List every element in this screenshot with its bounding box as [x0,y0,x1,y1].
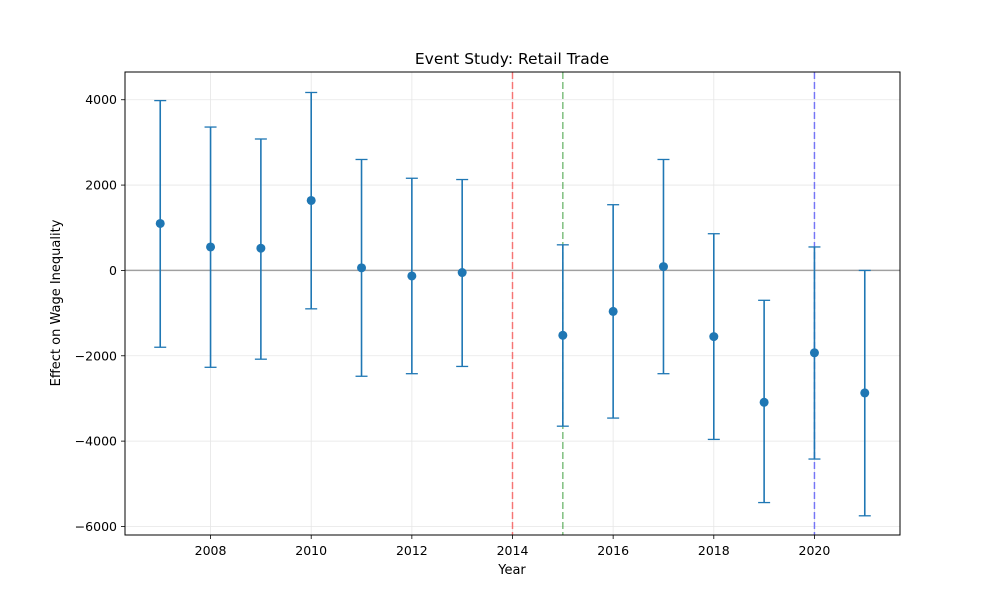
y-tick-label: −2000 [75,348,117,363]
data-point [809,348,819,358]
ticks-layer: 2008 2010 2012 2014 2016 2018 2020 −6000 −4000 −2… [75,92,831,558]
x-tick-label: 2010 [295,543,327,558]
y-tick-label: −4000 [75,434,117,449]
x-tick-label: 2020 [799,543,831,558]
data-point [206,242,216,252]
data-point [608,306,618,316]
chart-title: Event Study: Retail Trade [415,50,609,68]
data-point [658,262,668,272]
data-point [457,268,467,278]
y-axis-label: Effect on Wage Inequality [49,219,64,386]
x-axis-label: Year [497,563,526,578]
y-tick-label: 4000 [85,92,117,107]
data-point [709,332,719,342]
x-tick-label: 2018 [698,543,730,558]
data-point [759,397,769,407]
x-tick-label: 2014 [497,543,529,558]
y-tick-label: 0 [109,263,117,278]
data-point [357,263,367,273]
x-tick-label: 2008 [195,543,227,558]
y-tick-label: −6000 [75,519,117,534]
data-layer [154,91,871,517]
data-point [407,271,417,281]
data-point [558,330,568,340]
y-tick-label: 2000 [85,178,117,193]
data-point [155,218,165,228]
x-tick-label: 2012 [396,543,428,558]
x-tick-label: 2016 [597,543,629,558]
data-point [306,195,316,205]
data-point [256,243,266,253]
data-point [860,388,870,398]
